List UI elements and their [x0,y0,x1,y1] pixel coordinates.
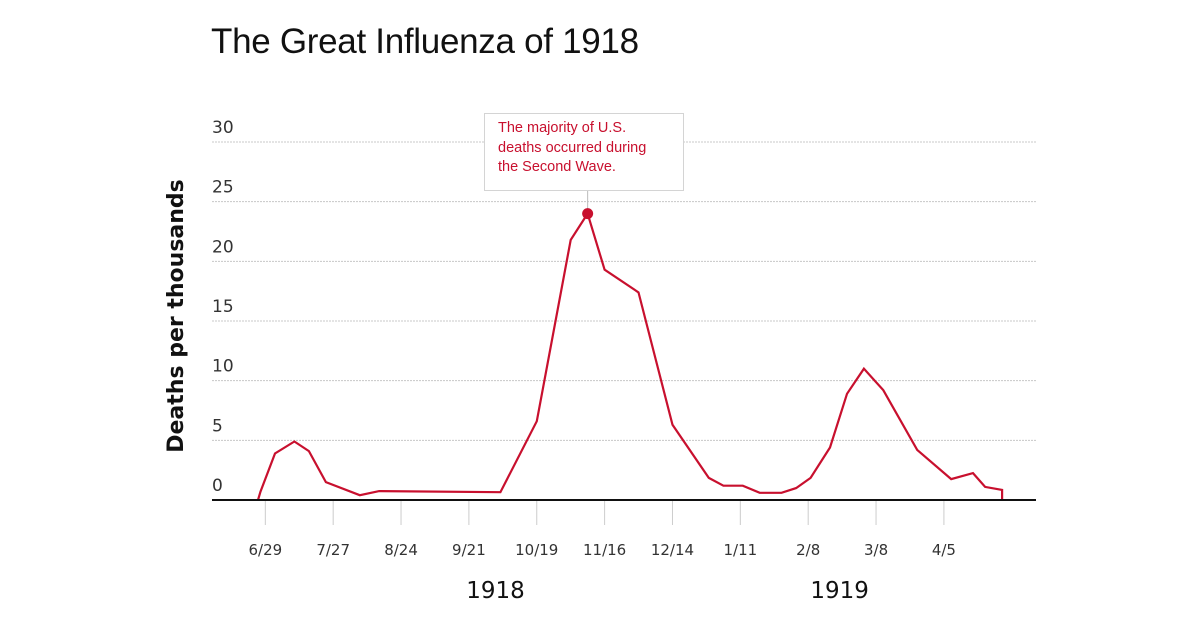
annotation-box: The majority of U.S. deaths occurred dur… [484,113,684,191]
y-axis-label: Deaths per thousands [164,179,189,453]
x-tick-label: 9/21 [452,541,486,559]
year-label: 1919 [810,578,869,604]
annotation-line: The majority of U.S. [498,120,627,136]
x-tick-label: 3/8 [864,541,888,559]
data-points [258,214,1002,500]
x-ticks: 6/29 7/27 8/24 9/21 10/19 11/16 12/14 1/11 2/8 3/… [248,501,956,559]
chart-title: The Great Influenza of 1918 [211,22,639,61]
x-tick-label: 2/8 [796,541,820,559]
x-tick-label: 10/19 [515,541,558,559]
year-label: 1918 [466,578,525,604]
annotation-line: the Second Wave. [498,159,616,175]
peak-marker [582,208,594,220]
y-tick-label: 0 [212,476,223,496]
x-tick-label: 1/11 [723,541,757,559]
y-tick-label: 15 [212,297,234,317]
series-line [256,211,1004,501]
annotation-line: deaths occurred during [498,139,647,156]
y-tick-label: 30 [212,118,234,138]
x-tick-label: 11/16 [583,541,626,559]
year-labels: 1918 1919 [466,578,869,604]
y-tick-label: 25 [212,178,234,198]
y-tick-label: 10 [212,357,234,377]
x-tick-label: 7/27 [316,541,350,559]
y-tick-labels: 0 5 10 15 20 25 30 [212,118,234,496]
annotation-text: The majority of U.S. deaths occurred dur… [498,119,683,178]
x-tick-label: 4/5 [932,541,956,559]
x-tick-label: 8/24 [384,541,418,559]
x-tick-label: 12/14 [651,541,694,559]
y-tick-label: 20 [212,237,234,257]
x-tick-label: 6/29 [248,541,282,559]
y-tick-label: 5 [212,416,223,436]
